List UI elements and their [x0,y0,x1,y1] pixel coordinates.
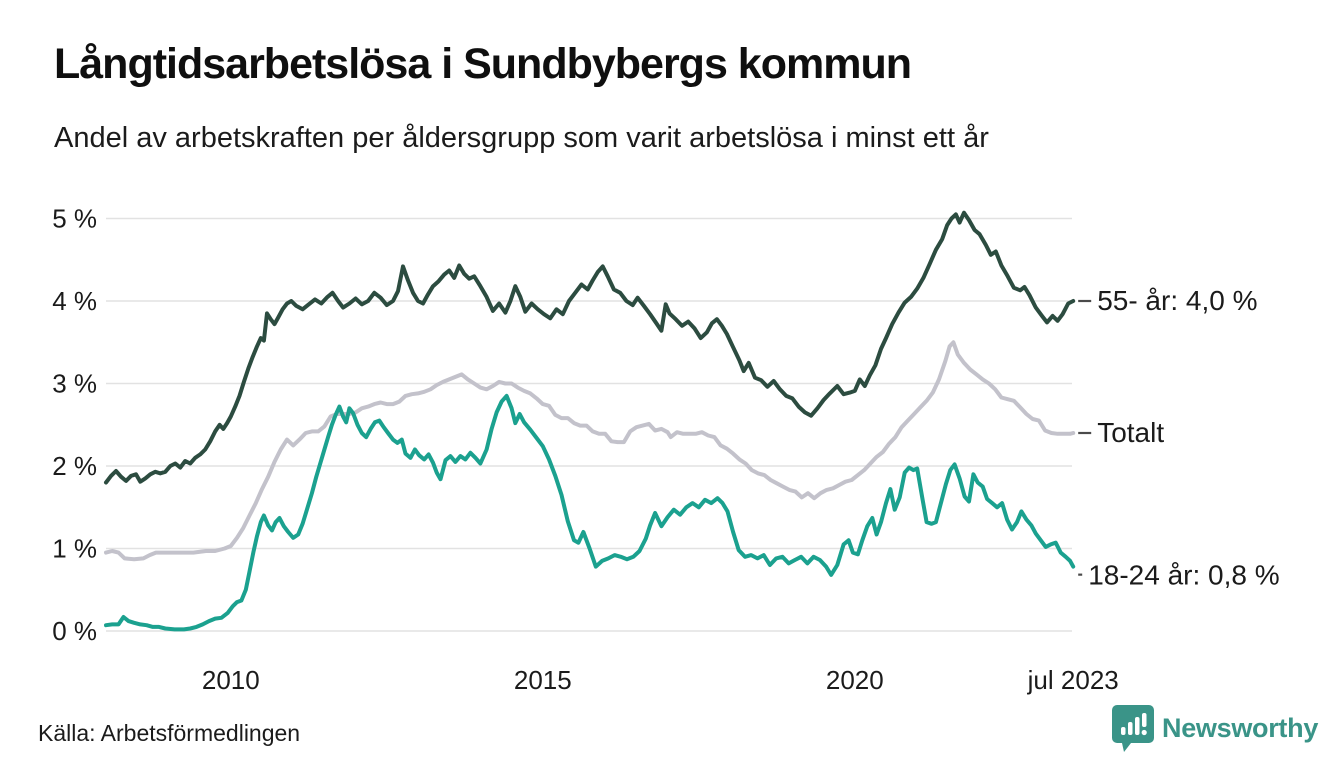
y-tick-label: 2 % [52,451,97,481]
y-tick-label: 0 % [52,616,97,646]
series-line-55-r [104,210,1076,485]
brand-name: Newsworthy [1162,712,1319,743]
series-end-label-18-24-r: 18-24 år: 0,8 % [1088,560,1279,591]
brand-logo-group: Newsworthy [1112,703,1318,753]
newsworthy-logo-icon [1112,705,1154,752]
source-attribution: Källa: Arbetsförmedlingen [38,720,301,746]
y-tick-label: 1 % [52,534,97,564]
chart-subtitle: Andel av arbetskraften per åldersgrupp s… [54,122,989,154]
series-end-label-55-r: 55- år: 4,0 % [1097,285,1257,316]
x-tick-label: 2015 [514,665,572,695]
page-title: Långtidsarbetslösa i Sundbybergs kommun [54,40,912,88]
y-tick-label: 5 % [52,204,97,234]
x-tick-label: 2010 [202,665,260,695]
series-line-18-24-r [104,393,1076,632]
x-tick-label: jul 2023 [1027,665,1119,695]
x-tick-label: 2020 [826,665,884,695]
y-tick-label: 3 % [52,369,97,399]
series-line-totalt [104,340,1076,562]
series-end-label-totalt: Totalt [1097,417,1164,448]
y-tick-label: 4 % [52,286,97,316]
